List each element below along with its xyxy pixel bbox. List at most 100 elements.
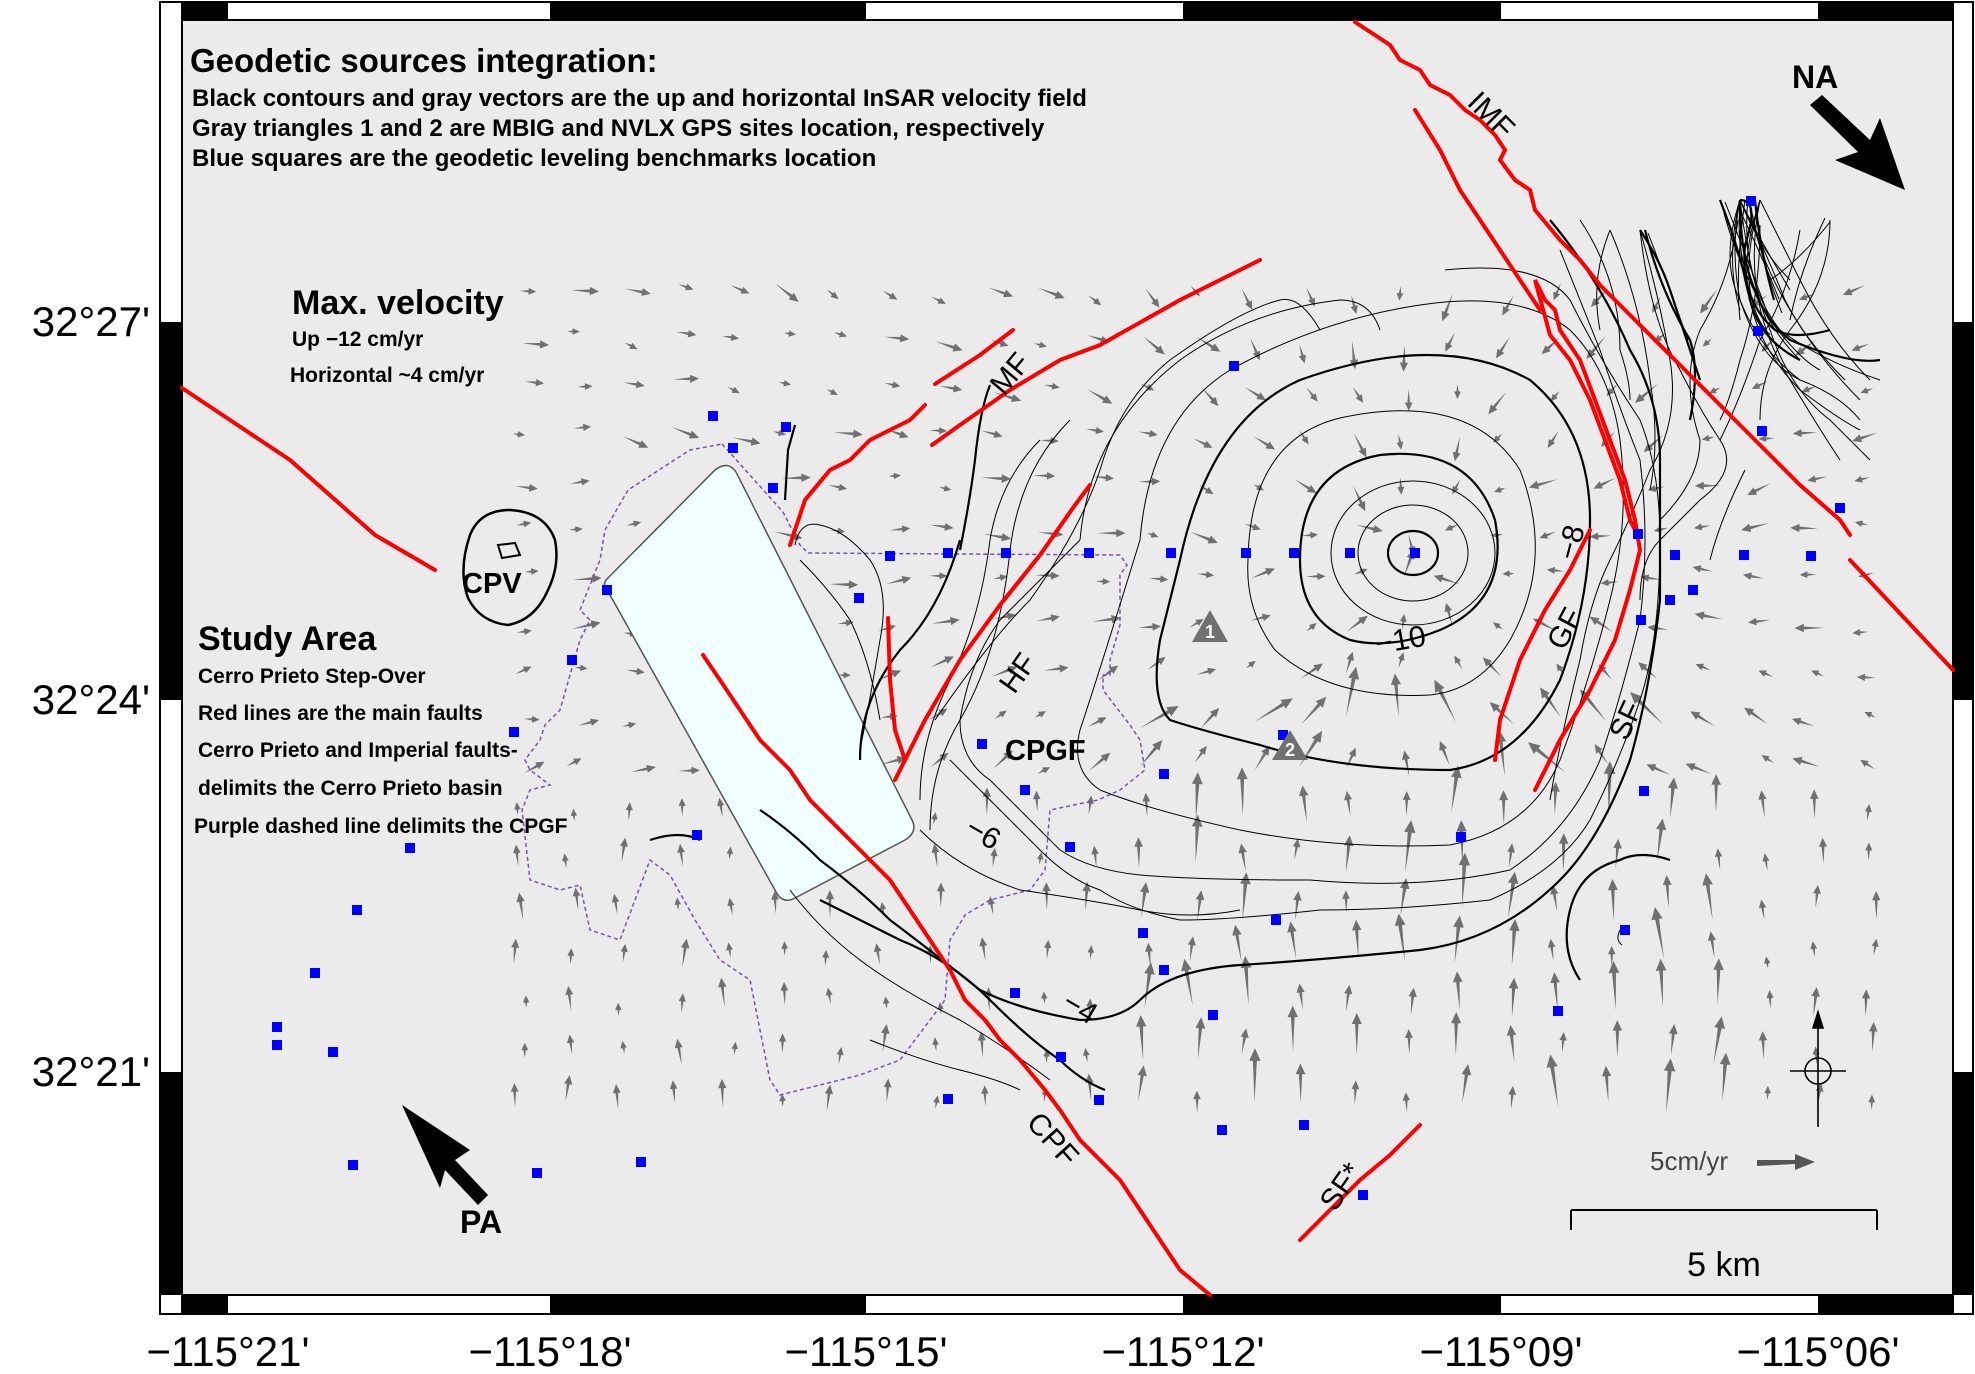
benchmark-square-icon — [310, 968, 320, 978]
benchmark-square-icon — [1159, 965, 1169, 975]
velocity-vector-icon — [883, 334, 910, 343]
benchmark-square-icon — [636, 1157, 646, 1167]
velocity-vector-icon — [1253, 436, 1276, 450]
velocity-vector-icon — [564, 1075, 573, 1102]
velocity-vector-icon — [567, 948, 575, 965]
max-velocity-up: Up −12 cm/yr — [292, 328, 423, 351]
velocity-vector-icon — [1082, 881, 1091, 911]
velocity-vector-icon — [680, 938, 690, 968]
velocity-vector-icon — [1811, 670, 1824, 677]
velocity-vector-icon — [678, 797, 686, 817]
velocity-vector-icon — [1747, 617, 1771, 626]
benchmark-square-icon — [567, 655, 577, 665]
velocity-vector-icon — [1091, 845, 1099, 867]
velocity-vector-icon — [1647, 485, 1665, 492]
velocity-vector-icon — [1807, 475, 1827, 483]
velocity-vector-icon — [1868, 1021, 1878, 1052]
velocity-vector-icon — [572, 887, 581, 911]
gps-triangle-icon — [1192, 610, 1228, 642]
benchmark-square-icon — [1278, 730, 1288, 740]
benchmark-square-icon — [1620, 925, 1630, 935]
fault-mf — [930, 258, 1262, 447]
velocity-vector-icon — [1397, 477, 1405, 495]
velocity-vector-icon — [1701, 434, 1716, 442]
velocity-vector-icon — [726, 846, 734, 860]
velocity-vector-icon — [1502, 570, 1515, 577]
velocity-vector-icon — [1044, 382, 1060, 390]
velocity-vector-icon — [1287, 1005, 1299, 1052]
benchmark-square-icon — [943, 548, 953, 558]
benchmark-square-icon — [885, 551, 895, 561]
fault-cpf — [701, 653, 1212, 1297]
vector-scale-label: 5cm/yr — [1650, 1146, 1728, 1176]
velocity-vector-icon — [1196, 667, 1217, 675]
velocity-vector-icon — [784, 330, 796, 337]
velocity-vector-icon — [1254, 745, 1270, 771]
velocity-vector-icon — [1594, 744, 1608, 765]
velocity-vector-icon — [1287, 921, 1297, 959]
velocity-vector-icon — [1799, 571, 1817, 579]
velocity-vector-icon — [1502, 295, 1514, 316]
velocity-vector-icon — [1042, 882, 1051, 911]
velocity-vector-icon — [1747, 483, 1771, 496]
velocity-vector-icon — [773, 429, 786, 437]
velocity-vector-icon — [1695, 663, 1712, 671]
velocity-vector-icon — [1764, 1085, 1771, 1100]
velocity-vector-icon — [566, 758, 582, 767]
x-tick-label: −115°21' — [146, 1328, 309, 1374]
x-tick-label: −115°12' — [1101, 1328, 1264, 1374]
velocity-vector-icon — [567, 328, 580, 335]
gps-sites: 1 2 — [1192, 610, 1308, 760]
velocity-vector-icon — [1191, 814, 1203, 863]
crosshair-icon — [1790, 1009, 1846, 1127]
velocity-vector-icon — [781, 473, 811, 482]
velocity-vector-icon — [1714, 848, 1723, 870]
velocity-vector-icon — [1662, 875, 1672, 909]
velocity-vector-icon — [1496, 336, 1511, 359]
velocity-vector-icon — [977, 1031, 986, 1058]
velocity-vector-icon — [1399, 613, 1407, 631]
velocity-vector-icon — [1851, 343, 1870, 352]
velocity-vector-icon — [781, 941, 788, 956]
velocity-vector-icon — [1351, 1080, 1360, 1105]
velocity-vector-icon — [1083, 1047, 1090, 1063]
velocity-vector-icon — [1451, 1012, 1462, 1056]
velocity-vector-icon — [1608, 961, 1620, 1010]
velocity-vector-icon — [1612, 1020, 1623, 1058]
velocity-vector-icon — [514, 802, 521, 816]
pa-plate-arrow: PA — [402, 1105, 502, 1240]
velocity-vector-icon — [1044, 939, 1052, 960]
velocity-vector-icon — [837, 619, 854, 627]
velocity-vector-icon — [1766, 990, 1774, 1009]
velocity-vector-icon — [1193, 438, 1213, 448]
velocity-vector-icon — [1300, 696, 1327, 725]
velocity-vector-icon — [671, 427, 700, 439]
velocity-vector-icon — [1342, 890, 1350, 913]
velocity-vector-icon — [1296, 983, 1305, 1010]
velocity-vector-icon — [1196, 336, 1221, 352]
y-tick-label: 32°21' — [32, 1048, 150, 1095]
fault-imf — [1353, 20, 1852, 537]
benchmark-square-icon — [1456, 832, 1466, 842]
velocity-vector-icon — [1868, 1094, 1876, 1110]
velocity-vector-icon — [1852, 432, 1878, 443]
velocity-vector-icon — [935, 341, 963, 352]
velocity-vector-icon — [1647, 624, 1669, 632]
title-line: Gray triangles 1 and 2 are MBIG and NVLX… — [192, 115, 1045, 142]
velocity-vector-icon — [1241, 288, 1253, 310]
fault-imf-south — [1848, 558, 1955, 672]
velocity-vector-icon — [1758, 1031, 1768, 1060]
velocity-vector-icon — [826, 289, 839, 300]
velocity-vector-icon — [1344, 984, 1353, 1012]
velocity-vector-icon — [1860, 387, 1874, 394]
velocity-vector-icon — [993, 750, 1013, 769]
velocity-vector-icon — [1344, 790, 1353, 817]
velocity-vector-icon — [930, 752, 949, 768]
velocity-vector-icon — [1694, 481, 1721, 490]
map-background — [160, 2, 1953, 1295]
velocity-vector-icon — [624, 342, 638, 350]
velocity-vector-icon — [1607, 879, 1618, 921]
velocity-vector-icon — [778, 1033, 787, 1054]
velocity-vector-icon — [1353, 433, 1367, 458]
benchmark-square-icon — [1670, 550, 1680, 560]
